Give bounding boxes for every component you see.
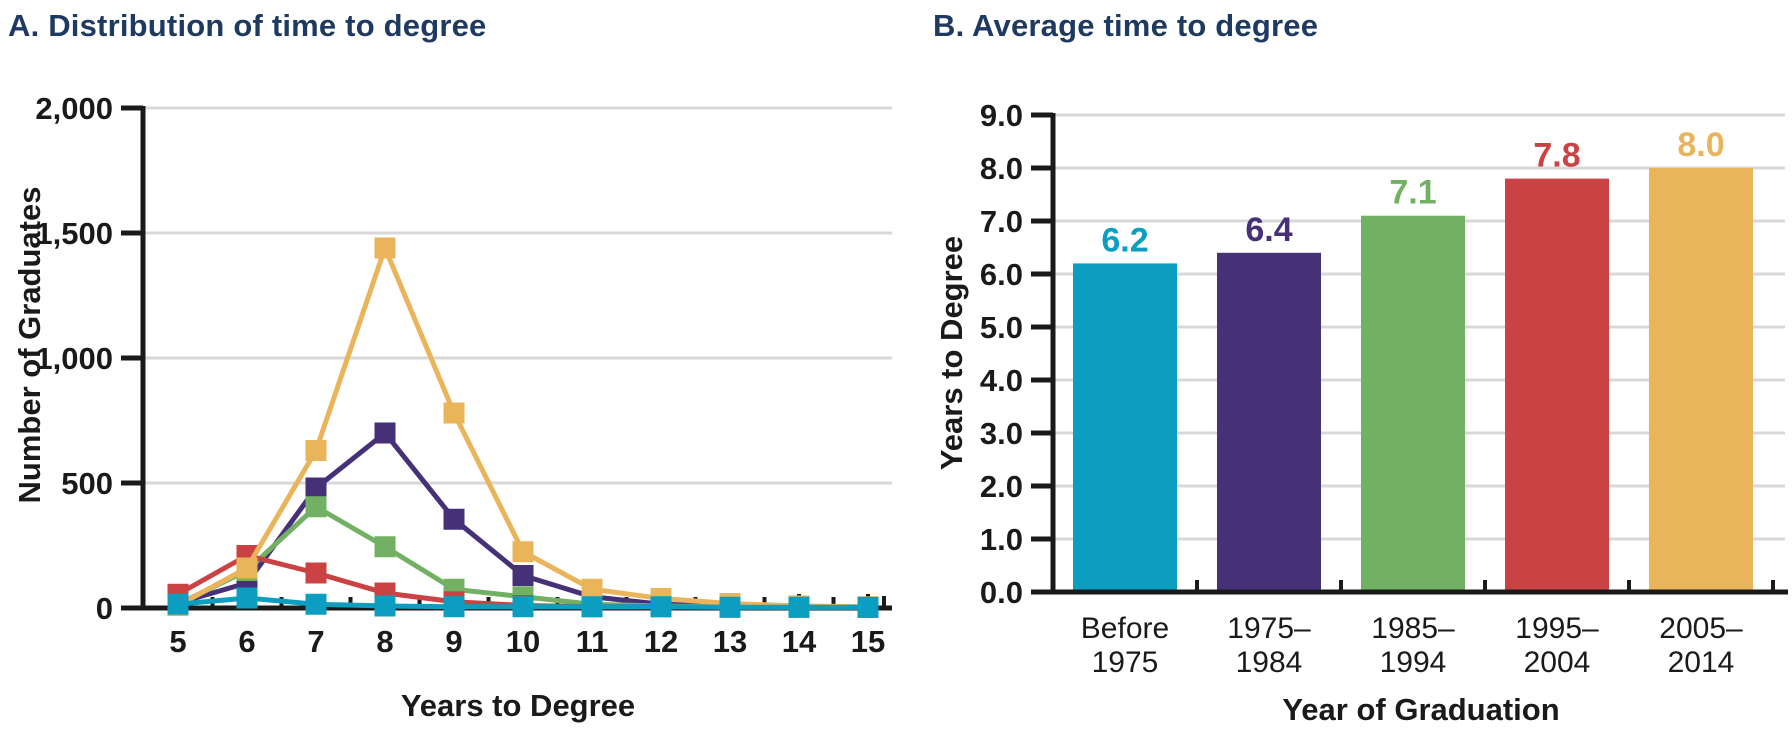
panel-a-x-tick-label: 5 — [169, 624, 186, 659]
panel-b-y-tick-label: 8.0 — [980, 151, 1023, 186]
series-marker-yellow — [374, 237, 396, 259]
series-marker-purple — [512, 565, 534, 586]
panel-b-category-label: 1975 — [1092, 646, 1159, 679]
panel-b-category-label: 1995– — [1515, 612, 1599, 645]
series-marker-yellow — [305, 440, 327, 461]
panel-a-x-tick-label: 12 — [644, 624, 678, 659]
series-marker-green — [374, 536, 396, 558]
panel-b-category-label: 1984 — [1236, 646, 1303, 679]
panel-a-x-tick-label: 7 — [307, 624, 324, 659]
series-marker-teal — [167, 593, 189, 615]
panel-b-y-tick-label: 3.0 — [980, 416, 1023, 451]
series-marker-teal — [581, 596, 603, 618]
panel-b-category-label: 2004 — [1524, 646, 1591, 679]
series-marker-teal — [236, 587, 258, 609]
panel-a-x-tick-label: 15 — [851, 624, 885, 659]
panel-a-x-tick-label: 6 — [238, 624, 255, 659]
panel-b-y-tick-label: 9.0 — [980, 98, 1023, 133]
panel-a-x-tick-label: 14 — [782, 624, 817, 659]
bar-value-label: 7.1 — [1389, 174, 1436, 212]
panel-b-y-tick-label: 2.0 — [980, 469, 1023, 504]
panel-a-x-axis-title: Years to Degree — [400, 688, 636, 723]
panel-b-category-label: 2005– — [1659, 612, 1743, 645]
series-marker-teal — [788, 596, 810, 618]
panel-b-category-label: 1994 — [1380, 646, 1447, 679]
panel-a-y-axis-title: Number of Graduates — [12, 186, 47, 504]
series-marker-teal — [443, 596, 465, 618]
bar-teal — [1073, 263, 1177, 592]
bar-value-label: 6.2 — [1101, 221, 1148, 259]
bar-value-label: 6.4 — [1245, 211, 1292, 249]
panel-b-category-label: 2014 — [1668, 646, 1735, 679]
series-marker-teal — [857, 596, 879, 618]
series-marker-teal — [512, 596, 534, 618]
panel-a-y-tick-label: 0 — [96, 591, 113, 626]
series-marker-teal — [650, 596, 672, 618]
panel-a-x-tick-label: 13 — [713, 624, 747, 659]
panel-b-title: B. Average time to degree — [933, 8, 1319, 43]
panel-b-y-tick-label: 6.0 — [980, 257, 1023, 292]
panel-a-y-tick-label: 2,000 — [35, 91, 113, 126]
panel-a-x-tick-label: 8 — [376, 624, 393, 659]
panel-b-y-axis-title: Years to Degree — [934, 235, 969, 471]
series-marker-teal — [305, 593, 327, 615]
series-marker-teal — [374, 595, 396, 617]
panel-b-y-tick-label: 5.0 — [980, 310, 1023, 345]
panel-b-x-axis-title: Year of Graduation — [1282, 692, 1560, 727]
bar-value-label: 8.0 — [1677, 126, 1724, 164]
series-marker-purple — [374, 422, 396, 444]
series-marker-teal — [719, 596, 741, 618]
panel-b-category-label: 1985– — [1371, 612, 1455, 645]
series-marker-green — [305, 496, 327, 518]
panel-b-y-tick-label: 7.0 — [980, 204, 1023, 239]
panel-a-x-tick-label: 9 — [445, 624, 462, 659]
series-marker-yellow — [581, 578, 603, 600]
bar-purple — [1217, 252, 1321, 593]
bar-green — [1361, 215, 1465, 592]
panel-a-x-tick-label: 10 — [506, 624, 540, 659]
panel-b-category-label: Before — [1081, 612, 1169, 645]
bar-red — [1505, 178, 1609, 592]
panel-b-y-tick-label: 4.0 — [980, 363, 1023, 398]
panel-a-y-tick-label: 500 — [61, 466, 113, 501]
series-marker-purple — [443, 508, 465, 530]
bar-value-label: 7.8 — [1533, 137, 1580, 175]
panel-a-x-tick-label: 11 — [576, 624, 609, 659]
panel-b-y-tick-label: 0.0 — [980, 575, 1023, 610]
series-marker-yellow — [236, 557, 258, 579]
panel-b-y-tick-label: 1.0 — [980, 522, 1023, 557]
panel-b-category-label: 1975– — [1227, 612, 1311, 645]
bar-yellow — [1649, 168, 1753, 592]
series-marker-red — [305, 562, 327, 584]
panel-a-y-tick-label: 1,500 — [35, 216, 113, 251]
series-marker-yellow — [512, 541, 534, 563]
panel-a-y-tick-label: 1,000 — [35, 341, 113, 376]
panel-a-title: A. Distribution of time to degree — [8, 8, 487, 43]
series-marker-purple — [305, 477, 327, 499]
series-marker-yellow — [443, 402, 465, 424]
